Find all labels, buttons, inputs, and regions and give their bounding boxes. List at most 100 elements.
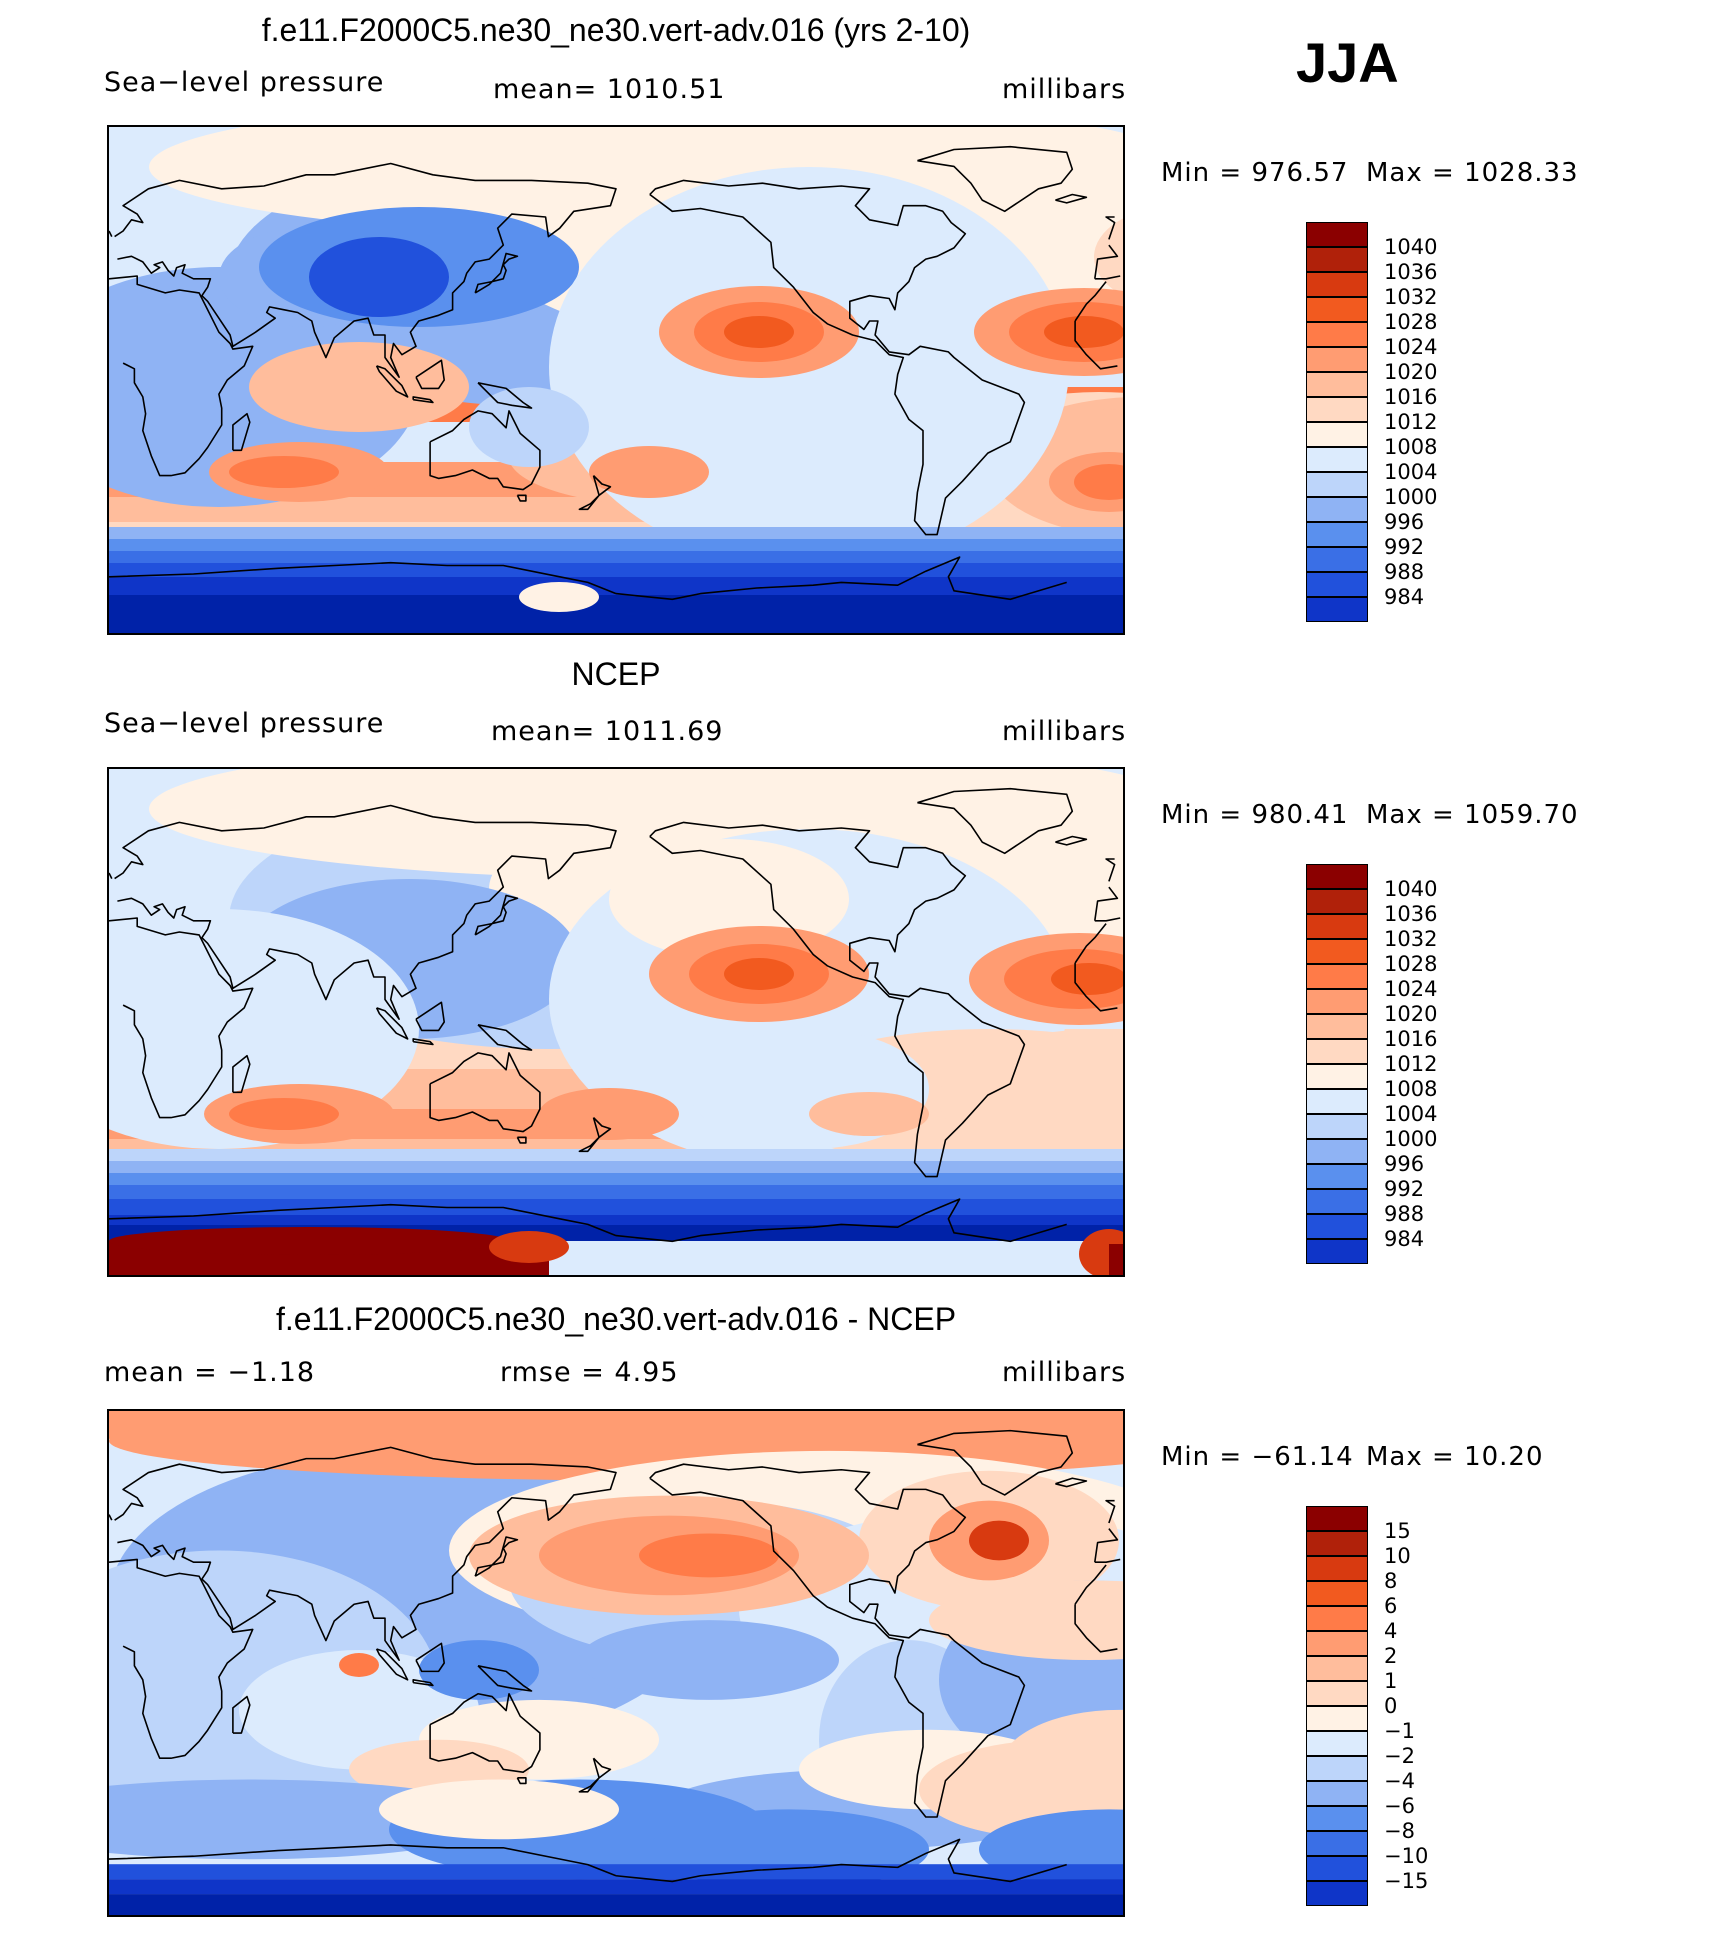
field-contour-band (109, 1215, 1123, 1225)
colorbar-tick-label: 1028 (1384, 952, 1438, 976)
coastline (109, 917, 1118, 1119)
colorbar-swatch (1306, 1164, 1368, 1189)
field-contour-region (249, 342, 469, 432)
colorbar-tick-label: 988 (1384, 560, 1425, 584)
colorbar-tick-label: 1040 (1384, 877, 1438, 901)
colorbar-tick-label: −8 (1384, 1819, 1415, 1843)
colorbar-swatch (1306, 1781, 1368, 1806)
colorbar-swatch (1306, 1189, 1368, 1214)
field-contour-region (229, 456, 339, 488)
colorbar-tick-label: −2 (1384, 1744, 1415, 1768)
coastline (578, 1757, 612, 1793)
colorbar-swatch (1306, 597, 1368, 622)
colorbar-swatch (1306, 1014, 1368, 1039)
field-contour-region (809, 1092, 929, 1136)
colorbar-swatch (1306, 572, 1368, 597)
colorbar-tick-label: 1016 (1384, 1027, 1438, 1051)
colorbar-tick-label: −4 (1384, 1769, 1415, 1793)
colorbar-swatch (1306, 1631, 1368, 1656)
colorbar-tick-label: 1 (1384, 1669, 1398, 1693)
colorbar-tick-label: 1024 (1384, 977, 1438, 1001)
panel1-variable-label: Sea−level pressure (104, 67, 385, 98)
colorbar-tick-label: 1020 (1384, 360, 1438, 384)
colorbar-tick-label: 996 (1384, 510, 1425, 534)
panel1-max-label: Max = 1028.33 (1366, 158, 1579, 188)
colorbar-swatch (1306, 939, 1368, 964)
coastline (375, 1648, 409, 1681)
field-contour-band (109, 539, 1123, 551)
panel2-map (107, 767, 1125, 1277)
coastline (474, 252, 519, 294)
panel2-min-label: Min = 980.41 (1161, 800, 1349, 830)
field-contour-band (109, 1199, 1123, 1215)
panel2-units-label: millibars (1002, 716, 1127, 747)
colorbar-tick-label: 1028 (1384, 310, 1438, 334)
coastline (109, 556, 1067, 601)
coastline (415, 1001, 445, 1032)
season-label: JJA (1296, 31, 1399, 94)
field-contour-region (379, 1779, 619, 1840)
coastline (578, 1117, 612, 1153)
coastline (114, 1446, 1121, 1662)
panel1-min-label: Min = 976.57 (1161, 158, 1349, 188)
coastline (516, 1777, 527, 1785)
coastline (649, 821, 1026, 1178)
colorbar-swatch (1306, 1089, 1368, 1114)
colorbar-swatch (1306, 1806, 1368, 1831)
coastline (375, 365, 409, 398)
field-contour-region (1044, 316, 1123, 348)
coastline (477, 1024, 533, 1051)
colorbar-swatch (1306, 272, 1368, 297)
colorbar-tick-label: 6 (1384, 1594, 1398, 1618)
field-contour-region (724, 316, 794, 348)
colorbar-swatch (1306, 222, 1368, 247)
field-contour-region (929, 1580, 1123, 1660)
coastline (429, 1052, 541, 1133)
colorbar-swatch (1306, 522, 1368, 547)
colorbar-swatch (1306, 397, 1368, 422)
panel1-title: f.e11.F2000C5.ne30_ne30.vert-adv.016 (yr… (261, 12, 971, 48)
colorbar-tick-label: 15 (1384, 1519, 1411, 1543)
field-map-svg (109, 127, 1123, 633)
colorbar-tick-label: 10 (1384, 1544, 1411, 1568)
field-contour-region (339, 1653, 379, 1677)
panel3-max-label: Max = 10.20 (1366, 1442, 1544, 1472)
colorbar-tick-label: 1008 (1384, 435, 1438, 459)
colorbar-tick-label: 1012 (1384, 1052, 1438, 1076)
field-contour-band (109, 1185, 1123, 1199)
field-contour-region (1074, 464, 1123, 500)
field-contour-region (639, 1533, 779, 1578)
colorbar-swatch (1306, 1556, 1368, 1581)
coastline (516, 1136, 527, 1144)
colorbar-swatch (1306, 889, 1368, 914)
field-contour-band (109, 551, 1123, 563)
colorbar-swatch (1306, 1139, 1368, 1164)
coastline (1055, 835, 1088, 846)
coastline (649, 1463, 1026, 1818)
coastline (232, 1695, 251, 1734)
panel2-variable-label: Sea−level pressure (104, 708, 385, 739)
coastline (1055, 1477, 1088, 1488)
panel3-units-label: millibars (1002, 1357, 1127, 1388)
colorbar-tick-label: 1036 (1384, 260, 1438, 284)
field-contour-region (999, 1709, 1123, 1830)
field-contour-band (109, 1173, 1123, 1185)
colorbar-swatch (1306, 372, 1368, 397)
field-contour-region (309, 237, 449, 317)
colorbar-tick-label: 4 (1384, 1619, 1398, 1643)
coastline (109, 1838, 1067, 1883)
colorbar-swatch (1306, 1881, 1368, 1906)
colorbar-tick-label: 1004 (1384, 1102, 1438, 1126)
field-contour-band (109, 1879, 1123, 1895)
colorbar-tick-label: −15 (1384, 1869, 1429, 1893)
field-contour-region (939, 1029, 1123, 1169)
colorbar-swatch (1306, 1039, 1368, 1064)
colorbar-swatch (1306, 1064, 1368, 1089)
field-contour-band (1109, 1244, 1123, 1275)
coastline (412, 1038, 434, 1046)
panel3-min-label: Min = −61.14 (1161, 1442, 1354, 1472)
coastline (474, 894, 519, 936)
coastline (375, 1007, 409, 1040)
coastline (429, 1692, 541, 1773)
colorbar-swatch (1306, 1239, 1368, 1264)
